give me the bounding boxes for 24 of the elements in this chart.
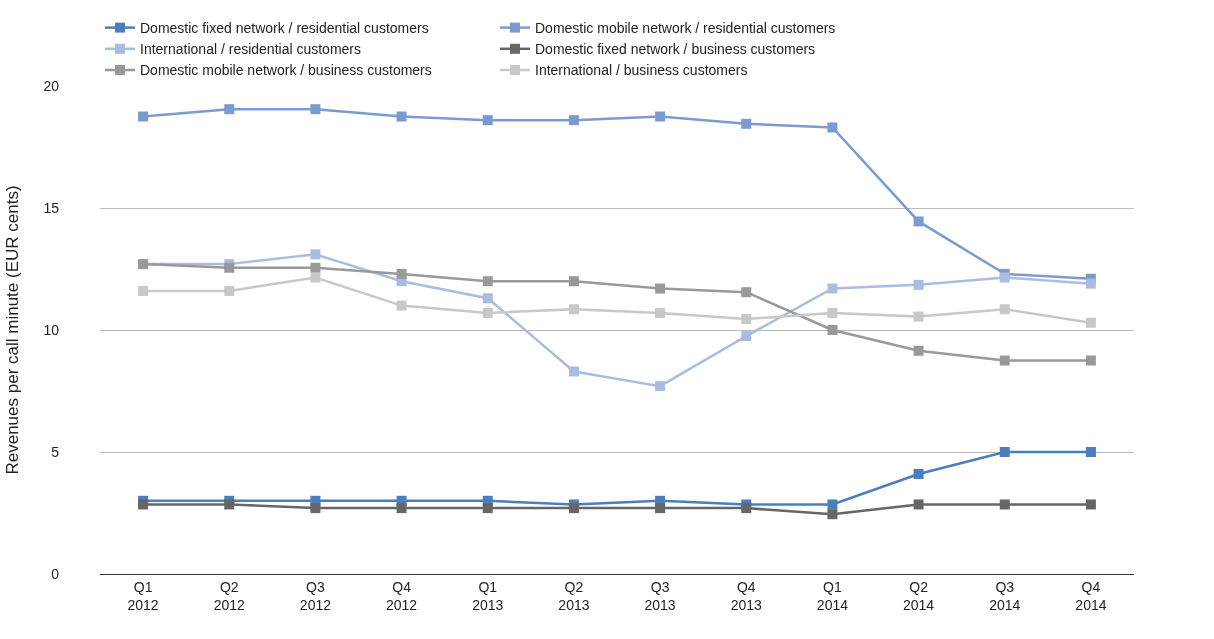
x-tick-label: Q4 2013 bbox=[730, 578, 763, 613]
x-tick-label: Q4 2014 bbox=[1075, 578, 1107, 613]
x-tick-label: Q2 2013 bbox=[558, 578, 590, 613]
x-tick-label: Q4 2012 bbox=[386, 578, 418, 613]
x-tick-label: Q1 2013 bbox=[472, 578, 504, 613]
x-tick-label: Q1 2014 bbox=[816, 578, 849, 613]
y-axis-title: Revenues per call minute (EUR cents) bbox=[2, 185, 22, 475]
y-tick-label: 20 bbox=[43, 77, 60, 94]
x-tick-label: Q3 2012 bbox=[299, 578, 332, 613]
x-tick-label: Q2 2012 bbox=[213, 578, 246, 613]
y-tick-label: 0 bbox=[51, 565, 60, 582]
legend-label: Domestic fixed network / residential customers bbox=[140, 20, 429, 37]
y-tick-label: 5 bbox=[51, 443, 60, 460]
legend-label: International / business customers bbox=[535, 62, 748, 79]
x-tick-label: Q2 2014 bbox=[903, 578, 935, 613]
legend-label: Domestic fixed network / business customers bbox=[535, 41, 816, 58]
legend-label: Domestic mobile network / business customers bbox=[140, 62, 432, 79]
x-tick-label: Q3 2014 bbox=[989, 578, 1021, 613]
y-tick-label: 10 bbox=[43, 321, 60, 338]
x-tick-label: Q1 2012 bbox=[127, 578, 159, 613]
y-tick-label: 15 bbox=[43, 199, 60, 216]
legend-label: Domestic mobile network / residential customers bbox=[535, 20, 836, 37]
legend-label: International / residential customers bbox=[140, 41, 361, 58]
x-tick-label: Q3 2013 bbox=[644, 578, 676, 613]
